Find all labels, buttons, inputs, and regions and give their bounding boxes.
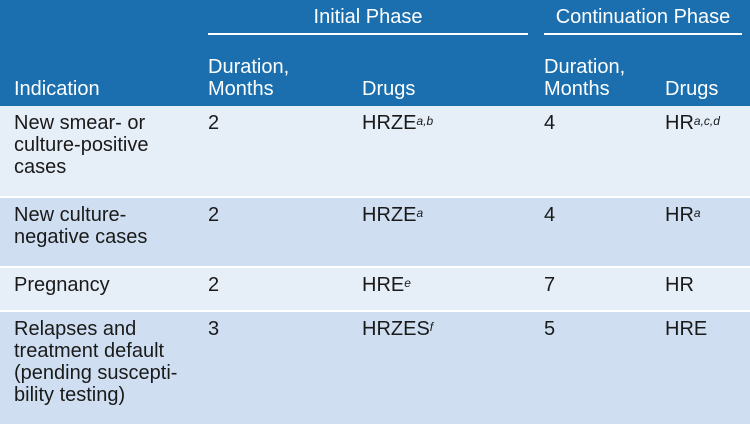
continuation-phase-header: Continuation Phase [536,0,750,40]
initial-duration-cell: 2 [200,197,354,268]
column-header-row: Indication Duration, Months Drugs Durati… [0,40,750,106]
initial-phase-label: Initial Phase [208,5,528,35]
table-row: New culture-negative cases 2 HRZEa 4 HRa [0,197,750,268]
table-header: Initial Phase Continuation Phase Indicat… [0,0,750,106]
initial-drugs-cell: HRZESf [354,311,536,426]
phase-header-row: Initial Phase Continuation Phase [0,0,750,40]
drug-regimen: HRZE [362,204,417,226]
continuation-drugs-cell: HRa,c,d [657,106,750,198]
continuation-drugs-cell: HR [657,267,750,312]
initial-drugs-cell: HRZEa [354,197,536,268]
footnote-marker: a,b [416,114,434,128]
continuation-duration-cell: 5 [536,311,657,426]
table-row: New smear- or culture-positive cases 2 H… [0,106,750,198]
indication-cell: Pregnancy [0,267,200,312]
initial-phase-header: Initial Phase [200,0,536,40]
initial-drugs-cell: HREe [354,267,536,312]
initial-duration-cell: 3 [200,311,354,426]
continuation-drugs-cell: HRa [657,197,750,268]
indication-header: Indication [14,78,100,100]
table-body: New smear- or culture-positive cases 2 H… [0,106,750,426]
continuation-duration-cell: 4 [536,197,657,268]
drug-regimen: HR [665,204,694,226]
footnote-marker: a,c,d [693,114,720,128]
footnote-marker: a [416,206,424,220]
drug-regimen: HRZE [362,112,417,134]
drug-regimen: HR [665,112,694,134]
continuation-duration-cell: 7 [536,267,657,312]
initial-drugs-header: Drugs [362,78,416,100]
indication-cell: Relapses and treatment default (pending … [0,311,200,426]
continuation-drugs-header: Drugs [665,78,719,100]
drug-regimen: HRZES [362,318,430,340]
continuation-drugs-cell: HRE [657,311,750,426]
footnote-marker: f [429,320,434,334]
drug-regimen: HRE [665,318,708,340]
footnote-marker: e [404,276,411,290]
drug-regimen: HRE [362,274,405,296]
continuation-duration-header: Duration, Months [544,56,626,100]
continuation-phase-label: Continuation Phase [544,5,743,35]
indication-cell: New culture-negative cases [0,197,200,268]
continuation-duration-cell: 4 [536,106,657,198]
initial-duration-header: Duration, Months [208,56,290,100]
footnote-marker: a [693,206,701,220]
header-spacer [0,0,200,40]
initial-duration-cell: 2 [200,267,354,312]
drug-regimen: HR [665,274,694,296]
table-row: Relapses and treatment default (pending … [0,311,750,426]
indication-cell: New smear- or culture-positive cases [0,106,200,198]
initial-duration-cell: 2 [200,106,354,198]
initial-drugs-cell: HRZEa,b [354,106,536,198]
table-row: Pregnancy 2 HREe 7 HR [0,267,750,312]
